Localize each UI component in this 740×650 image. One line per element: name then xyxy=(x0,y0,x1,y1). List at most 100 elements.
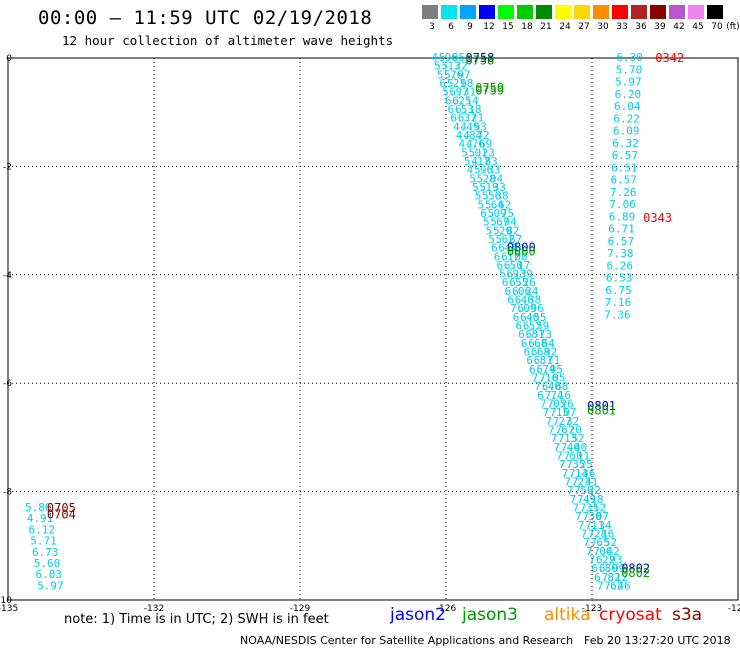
legend-jason2: jason2 xyxy=(390,605,446,625)
swh-value-label: 7.05 xyxy=(540,398,567,411)
swh-value-label: 7.46 xyxy=(604,579,631,592)
time-label: 0802 xyxy=(621,566,650,580)
time-label: 0758 xyxy=(465,51,494,65)
swh-value-label: 7.18 xyxy=(577,493,604,506)
swh-value-label: 7.09 xyxy=(510,302,536,315)
swh-value-label: 7.05 xyxy=(539,372,566,385)
swh-value-label: 7.30 xyxy=(575,510,602,523)
swh-value-label: 6.75 xyxy=(605,284,632,297)
swh-value-label: 6.40 xyxy=(513,311,540,324)
swh-value-label: 6.82 xyxy=(594,571,621,584)
swh-value-label: 4.49 xyxy=(453,120,480,133)
time-label: 0704 xyxy=(47,507,76,521)
swh-value-label: 6.21 xyxy=(440,77,467,90)
legend-altika: altika xyxy=(544,605,591,625)
swh-value-label: 4.53 xyxy=(460,120,487,133)
swh-value-label: 6.57 xyxy=(612,149,639,162)
swh-value-label: 5.56 xyxy=(475,190,502,203)
swh-value-label: 6.80 xyxy=(591,562,618,575)
footer-note: note: 1) Time is in UTC; 2) SWH is in fe… xyxy=(64,612,329,627)
swh-value-label: 6.64 xyxy=(528,337,555,350)
swh-value-label: 7.31 xyxy=(572,501,599,514)
scale-label: 24 xyxy=(559,22,571,32)
time-label: 0802 xyxy=(621,562,650,576)
swh-value-label: 7.62 xyxy=(597,579,624,592)
swh-value-label: 7.11 xyxy=(563,450,590,463)
swh-value-label: 6.09 xyxy=(613,125,640,138)
swh-value-label: 7.46 xyxy=(553,441,580,454)
swh-value-label: 5.94 xyxy=(490,216,517,229)
swh-value-label: 6.44 xyxy=(491,242,518,255)
swh-value-label: 7.26 xyxy=(547,398,574,411)
swh-value-label: 6.99 xyxy=(599,562,626,575)
swh-value-label: 7.06 xyxy=(586,545,613,558)
y-tick-label: 0 xyxy=(6,54,12,64)
swh-value-label: 6.34 xyxy=(498,242,525,255)
swh-value-label: 6.30 xyxy=(616,51,643,64)
swh-value-label: 5.33 xyxy=(474,164,501,177)
swh-value-label: 7.67 xyxy=(548,424,575,437)
y-tick-label: -2 xyxy=(3,162,12,172)
legend-cryosat: cryosat xyxy=(599,605,662,625)
swh-value-label: 5.62 xyxy=(485,198,512,211)
swh-value-label: 5.38 xyxy=(482,190,509,203)
swh-value-label: 7.34 xyxy=(585,519,612,532)
swh-value-label: 5.64 xyxy=(478,198,505,211)
swh-value-label: 4.96 xyxy=(467,164,494,177)
scale-swatch xyxy=(555,5,571,19)
legend-jason3: jason3 xyxy=(462,605,518,625)
scale-label: 45 xyxy=(692,22,704,32)
scale-swatch xyxy=(422,5,438,19)
scale-swatch xyxy=(574,5,590,19)
x-tick-label: -132 xyxy=(144,604,164,614)
x-tick-label: -126 xyxy=(436,604,457,614)
swh-value-label: 5.04 xyxy=(477,172,504,185)
credit-text: NOAA/NESDIS Center for Satellite Applica… xyxy=(240,634,574,647)
swh-value-label: 7.11 xyxy=(578,519,605,532)
swh-value-label: 6.03 xyxy=(35,568,62,581)
plot-frame xyxy=(7,57,739,601)
swh-value-label: 6.53 xyxy=(606,272,633,285)
time-label: 0705 xyxy=(47,501,76,515)
scale-label: 9 xyxy=(467,22,473,32)
chart-subtitle: 12 hour collection of altimeter wave hei… xyxy=(62,33,394,48)
swh-value-label: 6.81 xyxy=(518,328,545,341)
swh-value-label: 7.52 xyxy=(558,432,585,445)
swh-value-label: 6.59 xyxy=(523,320,550,333)
swh-value-label: 6.20 xyxy=(615,88,642,101)
time-label: 0758 xyxy=(465,54,494,68)
swh-value-label: 7.20 xyxy=(555,424,582,437)
swh-value-label: 4.84 xyxy=(456,129,483,142)
swh-value-label: 7.07 xyxy=(582,510,609,523)
swh-value-label: 7.06 xyxy=(609,198,636,211)
swh-value-label: 6.96 xyxy=(517,302,544,315)
swh-value-label: 6.73 xyxy=(32,546,59,559)
swh-value-label: 6.52 xyxy=(515,320,542,333)
swh-value-label: 7.36 xyxy=(569,467,596,480)
swh-value-label: 5.97 xyxy=(37,579,64,592)
swh-value-label: 6.25 xyxy=(445,94,472,107)
swh-value-label: 7.36 xyxy=(604,308,631,321)
scale-swatch xyxy=(441,5,457,19)
swh-value-label: 7.22 xyxy=(589,553,616,566)
swh-value-label: 6.00 xyxy=(501,250,528,263)
swh-value-label: 5.82 xyxy=(493,224,520,237)
timestamp-text: Feb 20 13:27:20 UTC 2018 xyxy=(584,634,731,647)
swh-value-label: 7.52 xyxy=(591,536,618,549)
time-label: 0801 xyxy=(587,403,616,417)
swh-value-label: 7.42 xyxy=(593,545,620,558)
swh-value-label: 5.97 xyxy=(615,76,642,89)
swh-value-label: 5.97 xyxy=(444,68,471,81)
swh-value-label: 6.24 xyxy=(512,285,539,298)
scale-label: 39 xyxy=(654,22,666,32)
swh-value-label: 6.55 xyxy=(520,311,547,324)
swh-value-label: 4.96 xyxy=(431,51,458,64)
scale-label: 70 xyxy=(711,22,723,32)
swh-value-label: 6.95 xyxy=(536,363,563,376)
scale-label: 27 xyxy=(578,22,590,32)
scale-swatch xyxy=(517,5,533,19)
scale-label: 33 xyxy=(616,22,628,32)
swh-value-label: 5.60 xyxy=(34,557,61,570)
swh-value-label: 5.17 xyxy=(464,155,491,168)
swh-value-label: 7.15 xyxy=(543,406,570,419)
